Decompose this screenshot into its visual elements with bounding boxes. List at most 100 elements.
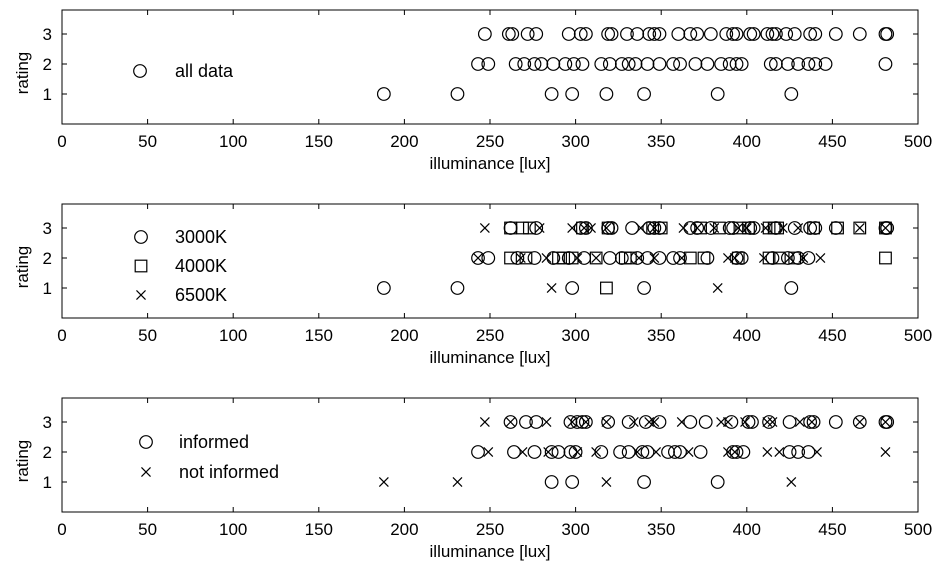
- data-point: [623, 251, 637, 265]
- data-point: [621, 415, 636, 429]
- data-point: [601, 417, 612, 427]
- data-point: [769, 57, 783, 71]
- data-point: [527, 57, 542, 71]
- x-tick-label: 150: [305, 132, 333, 151]
- data-point: [481, 251, 496, 265]
- data-point: [578, 415, 593, 429]
- data-point: [517, 447, 528, 457]
- data-point: [746, 27, 761, 41]
- data-point: [724, 415, 739, 429]
- data-point: [703, 27, 718, 41]
- data-point: [729, 447, 740, 457]
- x-tick-label: 450: [818, 520, 846, 539]
- data-point: [880, 415, 895, 429]
- data-point: [450, 281, 465, 295]
- y-axis-label: rating: [13, 52, 32, 95]
- legend: 3000K 4000K 6500K: [134, 227, 227, 305]
- x-tick-label: 0: [57, 520, 66, 539]
- data-point: [625, 221, 639, 235]
- data-point: [697, 251, 711, 265]
- data-point: [760, 223, 771, 233]
- y-tick-label: 2: [43, 443, 52, 462]
- series-3000k: [376, 221, 895, 295]
- data-point: [729, 445, 744, 459]
- legend-label: 6500K: [175, 285, 227, 305]
- data-point: [880, 27, 895, 41]
- legend-label: informed: [179, 432, 249, 452]
- x-axis-label: illuminance [lux]: [430, 542, 551, 561]
- data-point: [586, 223, 596, 233]
- data-point: [628, 57, 643, 71]
- series-informed: [471, 415, 895, 489]
- x-tick-label: 350: [647, 132, 675, 151]
- y-tick-label: 3: [43, 413, 52, 432]
- data-point: [508, 57, 523, 71]
- data-point: [618, 251, 632, 265]
- x-tick-label: 450: [818, 132, 846, 151]
- data-point: [565, 87, 580, 101]
- data-point: [601, 221, 615, 235]
- data-point: [649, 253, 660, 263]
- data-point: [572, 447, 583, 457]
- data-point: [601, 415, 616, 429]
- data-point: [594, 57, 609, 71]
- data-point: [803, 27, 818, 41]
- data-point: [573, 27, 588, 41]
- data-point: [563, 415, 578, 429]
- data-point: [561, 27, 576, 41]
- series-not-informed: [378, 417, 891, 487]
- data-point: [652, 251, 667, 265]
- data-point: [692, 223, 703, 233]
- data-point: [517, 57, 532, 71]
- data-point: [698, 415, 713, 429]
- data-point: [516, 221, 529, 235]
- data-point: [551, 445, 566, 459]
- x-tick-label: 150: [305, 520, 333, 539]
- data-point: [505, 27, 520, 41]
- data-point: [854, 417, 865, 427]
- data-point: [633, 253, 644, 263]
- data-point: [723, 417, 733, 427]
- data-point: [758, 253, 769, 263]
- x-tick-label: 500: [904, 132, 932, 151]
- data-point: [667, 445, 682, 459]
- data-point: [565, 281, 580, 295]
- data-point: [546, 57, 561, 71]
- data-point: [479, 417, 490, 427]
- data-point: [620, 27, 634, 41]
- data-point: [378, 477, 389, 487]
- data-point: [807, 221, 820, 235]
- data-point: [784, 281, 799, 295]
- data-point: [575, 415, 590, 429]
- data-point: [808, 57, 823, 71]
- data-point: [567, 417, 578, 427]
- x-tick-label: 300: [561, 520, 589, 539]
- data-point: [710, 475, 725, 489]
- data-point: [640, 57, 655, 71]
- data-point: [546, 283, 557, 293]
- data-point: [678, 223, 689, 233]
- data-point: [806, 415, 821, 429]
- data-point: [734, 57, 749, 71]
- data-point: [693, 445, 708, 459]
- data-point: [621, 445, 636, 459]
- data-point: [683, 251, 697, 265]
- data-point: [578, 27, 593, 41]
- data-point: [601, 27, 616, 41]
- x-tick-label: 350: [647, 326, 675, 345]
- data-point: [575, 57, 590, 71]
- data-point: [570, 415, 585, 429]
- data-point: [854, 223, 865, 233]
- data-point: [534, 223, 545, 233]
- data-point: [688, 57, 703, 71]
- legend-marker: [134, 230, 148, 244]
- data-point: [640, 445, 655, 459]
- data-point: [580, 417, 591, 427]
- data-point: [690, 27, 705, 41]
- data-point: [746, 221, 761, 235]
- x-tick-label: 200: [390, 326, 418, 345]
- data-point: [558, 57, 573, 71]
- x-tick-label: 100: [219, 132, 247, 151]
- data-point: [477, 27, 492, 41]
- data-point: [745, 415, 759, 429]
